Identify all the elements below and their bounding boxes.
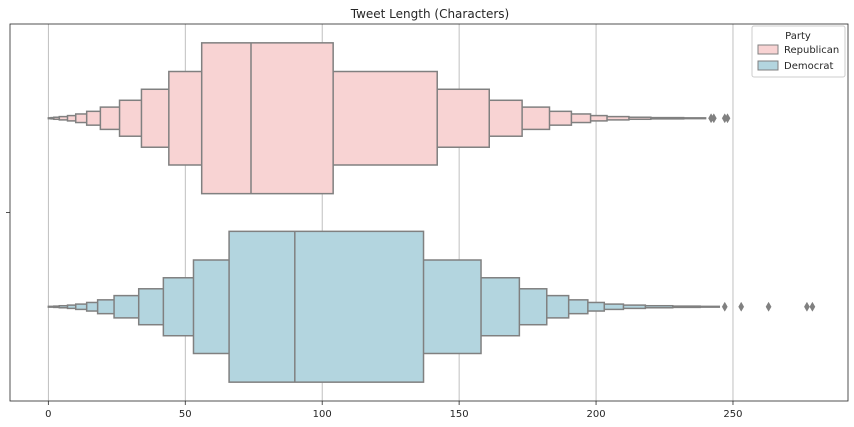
series-marks [47,42,816,383]
x-axis-ticks: 0 50 100 150 200 250 [45,401,743,420]
legend-label-republican: Republican [784,45,839,56]
outlier-point-democrat [765,301,772,312]
x-tick-label: 150 [450,409,469,420]
x-tick-label: 100 [313,409,332,420]
boxen-box-democrat [228,230,425,383]
outlier-point-republican [724,113,731,124]
x-tick-label: 200 [587,409,606,420]
plot-frame [6,23,849,402]
legend: Party Republican Democrat [751,25,846,78]
outlier-point-democrat [738,301,745,312]
outlier-point-democrat [809,301,816,312]
legend-swatch-republican [757,44,779,55]
x-tick-label: 250 [723,409,742,420]
outlier-point-republican [710,113,717,124]
outlier-point-democrat [804,301,810,312]
boxen-box-republican [200,42,334,195]
series-republican [47,42,731,195]
legend-label-democrat: Democrat [784,61,833,72]
legend-swatch-democrat [757,60,779,71]
legend-title: Party [785,31,811,42]
series-democrat [47,230,816,383]
x-tick-label: 0 [45,409,51,420]
x-tick-label: 50 [179,409,192,420]
outlier-point-democrat [721,301,728,312]
chart-title: Tweet Length (Characters) [350,7,510,21]
